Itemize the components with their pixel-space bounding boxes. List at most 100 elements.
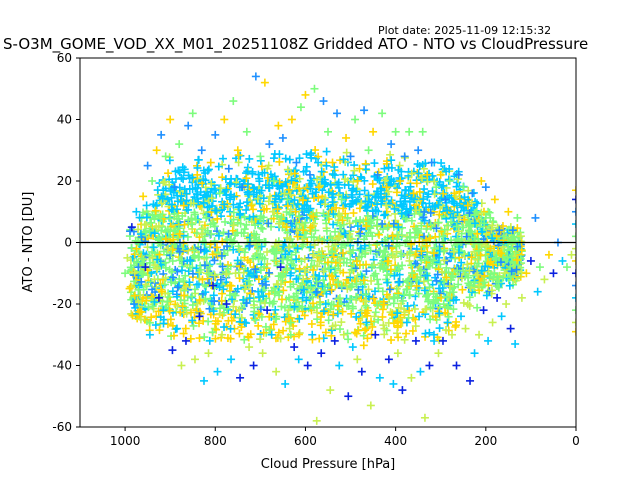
cloud-point	[339, 204, 348, 213]
cloud-point	[165, 213, 174, 222]
cloud-point	[333, 309, 342, 318]
cloud-point	[420, 216, 429, 225]
cloud-point	[309, 233, 318, 242]
cloud-point	[371, 287, 380, 296]
point-cloud	[125, 146, 526, 350]
x-tick-label: 0	[572, 434, 580, 448]
cloud-point	[174, 209, 183, 218]
y-axis-label: ATO - NTO [DU]	[21, 192, 36, 293]
cloud-point	[181, 324, 190, 333]
cloud-point	[279, 326, 288, 335]
cloud-point	[205, 336, 214, 345]
cloud-point	[406, 182, 415, 191]
cloud-point	[223, 184, 232, 193]
cloud-point	[188, 301, 197, 310]
cloud-point	[163, 195, 172, 204]
y-tick-label: -40	[52, 359, 72, 373]
cloud-point	[225, 180, 234, 189]
cloud-point	[370, 159, 379, 168]
cloud-point	[459, 298, 468, 307]
cloud-point	[184, 267, 193, 276]
y-tick-label: 20	[57, 174, 72, 188]
cloud-point	[263, 248, 272, 257]
cloud-point	[281, 154, 290, 163]
cloud-point	[337, 318, 346, 327]
cloud-point	[311, 226, 320, 235]
cloud-point	[322, 147, 331, 156]
cloud-point	[451, 254, 460, 263]
cloud-point	[344, 335, 353, 344]
x-axis: 1000 800 600 400 200 0	[110, 427, 580, 448]
x-tick-label: 600	[294, 434, 317, 448]
cloud-point	[258, 224, 267, 233]
cloud-point	[345, 247, 354, 256]
cloud-point	[218, 237, 227, 246]
cloud-point	[412, 245, 421, 254]
cloud-point	[252, 240, 261, 249]
x-axis-label: Cloud Pressure [hPa]	[261, 457, 396, 472]
cloud-point	[289, 200, 298, 209]
cloud-point	[327, 257, 336, 266]
cloud-point	[465, 293, 474, 302]
cloud-point	[149, 200, 158, 209]
cloud-point	[152, 312, 161, 321]
cloud-point	[195, 252, 204, 261]
cloud-point	[269, 154, 278, 163]
cloud-point	[360, 280, 369, 289]
cloud-point	[458, 285, 467, 294]
cloud-point	[181, 271, 190, 280]
cloud-point	[339, 170, 348, 179]
cloud-point	[339, 220, 348, 229]
cloud-point	[242, 205, 251, 214]
cloud-point	[359, 341, 368, 350]
cloud-point	[334, 295, 343, 304]
cloud-point	[374, 280, 383, 289]
cloud-point	[230, 179, 239, 188]
x-tick-label: 1000	[110, 434, 141, 448]
cloud-point	[270, 256, 279, 265]
x-tick-label: 800	[204, 434, 227, 448]
cloud-point	[405, 306, 414, 315]
cloud-point	[257, 312, 266, 321]
cloud-point	[255, 177, 264, 186]
cloud-point	[229, 200, 238, 209]
cloud-point	[254, 293, 263, 302]
y-tick-label: 0	[64, 236, 72, 250]
y-tick-label: 40	[57, 113, 72, 127]
cloud-point	[177, 173, 186, 182]
cloud-point	[188, 269, 197, 278]
cloud-point	[335, 325, 344, 334]
cloud-point	[190, 285, 199, 294]
cloud-point	[183, 232, 192, 241]
cloud-point	[226, 324, 235, 333]
x-tick-label: 200	[474, 434, 497, 448]
cloud-point	[349, 171, 358, 180]
cloud-point	[144, 303, 153, 312]
cloud-point	[439, 189, 448, 198]
plot-date: Plot date: 2025-11-09 12:15:32	[378, 24, 552, 37]
cloud-point	[272, 257, 281, 266]
chart-title: S-O3M_GOME_VOD_XX_M01_20251108Z Gridded …	[3, 35, 589, 53]
cloud-point	[279, 286, 288, 295]
cloud-point	[295, 154, 304, 163]
cloud-point	[446, 249, 455, 258]
cloud-point	[363, 192, 372, 201]
cloud-point	[307, 319, 316, 328]
cloud-point	[360, 186, 369, 195]
cloud-point	[309, 219, 318, 228]
cloud-point	[440, 189, 449, 198]
y-tick-label: -20	[52, 297, 72, 311]
cloud-point	[368, 180, 377, 189]
cloud-point	[142, 282, 151, 291]
cloud-point	[274, 328, 283, 337]
cloud-point	[378, 312, 387, 321]
cloud-point	[151, 288, 160, 297]
y-axis: -60 -40 -20 0 20 40 60	[52, 51, 80, 434]
cloud-point	[250, 273, 259, 282]
y-tick-label: 60	[57, 51, 72, 65]
cloud-point	[400, 192, 409, 201]
cloud-point	[449, 305, 458, 314]
cloud-point	[195, 319, 204, 328]
y-tick-label: -60	[52, 420, 72, 434]
